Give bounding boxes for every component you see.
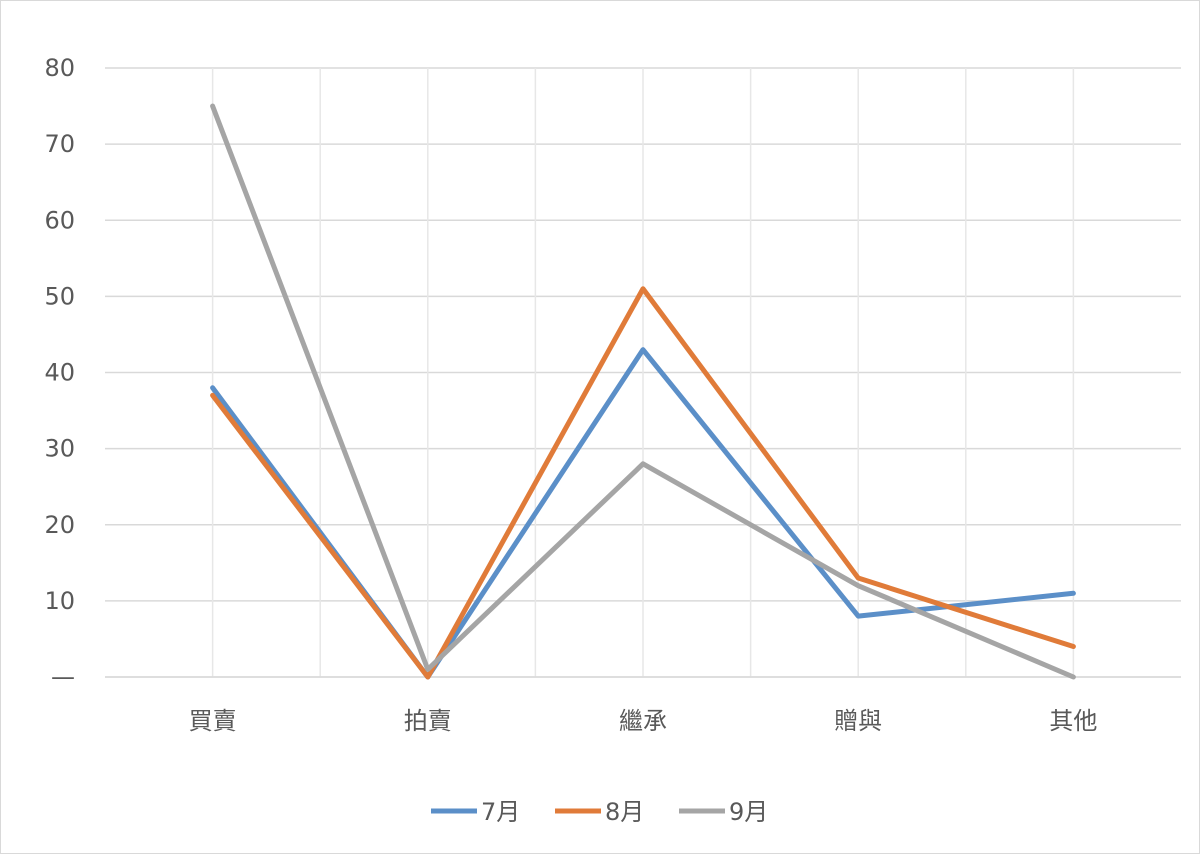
y-tick-label: 10 — [44, 587, 75, 615]
y-tick-label: 50 — [44, 282, 75, 310]
series-lines — [210, 103, 1076, 680]
series-line-2 — [210, 286, 1076, 680]
y-axis-ticks: — 10 20 30 40 50 60 70 80 — [44, 54, 75, 691]
legend: 7月 8月 9月 — [431, 798, 768, 826]
x-axis-ticks: 買賣 拍賣 繼承 贈與 其他 — [189, 707, 1098, 735]
series-line-3 — [210, 103, 1076, 680]
x-tick-label: 其他 — [1049, 707, 1097, 735]
x-tick-label: 拍賣 — [404, 707, 452, 735]
gridlines — [105, 67, 1181, 678]
y-tick-label: — — [51, 663, 75, 691]
y-tick-label: 30 — [44, 435, 75, 463]
y-tick-label: 40 — [44, 359, 75, 387]
x-tick-label: 買賣 — [189, 707, 237, 735]
y-tick-label: 70 — [44, 130, 75, 158]
y-tick-label: 20 — [44, 511, 75, 539]
y-tick-label: 60 — [44, 206, 75, 234]
legend-label: 7月 — [481, 798, 520, 826]
y-tick-label: 80 — [44, 54, 75, 82]
legend-item: 7月 — [431, 798, 520, 826]
x-tick-label: 贈與 — [834, 707, 882, 735]
legend-item: 9月 — [679, 798, 768, 826]
legend-item: 8月 — [555, 798, 644, 826]
x-tick-label: 繼承 — [619, 707, 667, 735]
legend-label: 8月 — [605, 798, 644, 826]
legend-label: 9月 — [729, 798, 768, 826]
